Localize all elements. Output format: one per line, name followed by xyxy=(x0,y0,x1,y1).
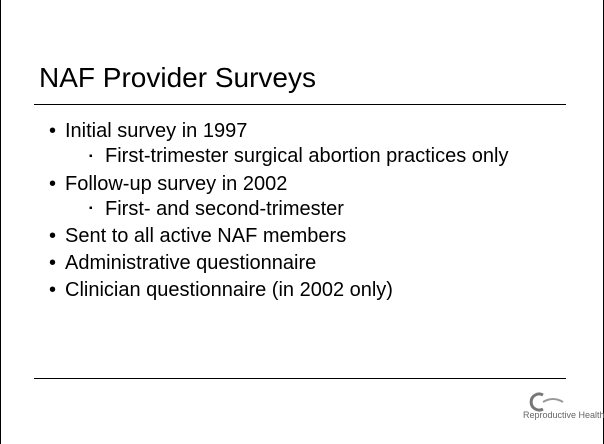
bullet-item: Clinician questionnaire (in 2002 only) xyxy=(49,278,579,302)
slide-title: NAF Provider Surveys xyxy=(39,62,316,93)
divider xyxy=(34,378,566,379)
bullet-item: Sent to all active NAF members xyxy=(49,224,579,248)
bullet-item: Administrative questionnaire xyxy=(49,251,579,275)
logo-text: Reproductive Health xyxy=(523,410,604,420)
bullet-item: First- and second-trimester xyxy=(49,197,579,222)
divider xyxy=(34,104,566,105)
logo-icon xyxy=(529,392,564,412)
bullet-item: Follow-up survey in 2002 xyxy=(49,172,579,196)
bullet-item: Initial survey in 1997 xyxy=(49,119,579,143)
bullet-list: Initial survey in 1997First-trimester su… xyxy=(49,116,579,302)
bullet-item: First-trimester surgical abortion practi… xyxy=(49,144,579,169)
